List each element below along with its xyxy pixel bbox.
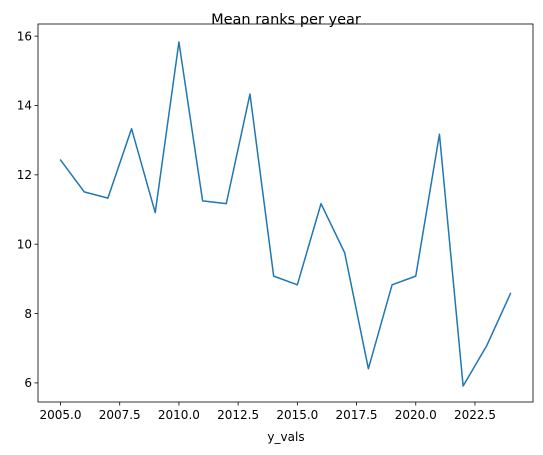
y-tick-label: 12: [17, 168, 32, 182]
x-tick-label: 2007.5: [99, 408, 141, 422]
y-tick-label: 10: [17, 237, 32, 251]
x-tick-label: 2015.0: [276, 408, 318, 422]
chart-title: Mean ranks per year: [211, 12, 361, 28]
x-tick-label: 2005.0: [40, 408, 82, 422]
axes-frame: [37, 23, 534, 403]
x-tick-label: 2022.5: [454, 408, 496, 422]
x-axis-label: y_vals: [267, 430, 304, 444]
x-tick-label: 2010.0: [158, 408, 200, 422]
y-tick-label: 14: [17, 99, 32, 113]
y-tick-label: 8: [24, 307, 32, 321]
x-tick-label: 2017.5: [336, 408, 378, 422]
x-tick-label: 2020.0: [395, 408, 437, 422]
y-tick-label: 6: [24, 376, 32, 390]
plot-area: 2005.0 2007.5 2010.0 2012.5 2015.0 2017.5 2020…: [17, 23, 534, 422]
y-tick-label: 16: [17, 29, 32, 43]
series-line-0: [59, 41, 512, 387]
x-tick-label: 2012.5: [217, 408, 259, 422]
